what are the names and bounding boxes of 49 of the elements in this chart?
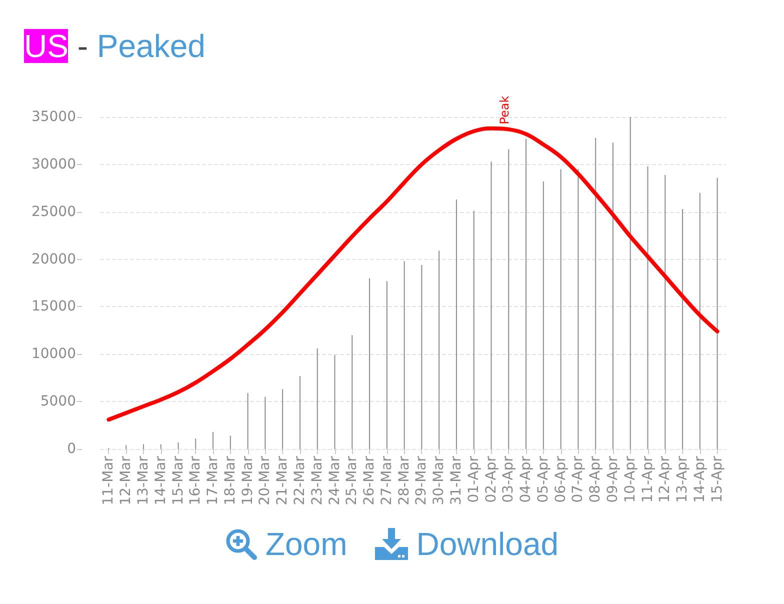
x-tick-label: 08-Apr bbox=[588, 456, 604, 503]
chart-title: US - Peaked bbox=[24, 28, 206, 64]
x-tick-label: 20-Mar bbox=[257, 456, 274, 506]
y-tick-label: 25000 bbox=[31, 204, 76, 220]
x-tick-label: 16-Mar bbox=[188, 456, 204, 506]
x-tick-label: 13-Apr bbox=[674, 456, 691, 503]
x-tick-label: 06-Apr bbox=[552, 456, 569, 503]
x-tick-label: 13-Mar bbox=[135, 456, 152, 506]
y-tick-label: 0 bbox=[67, 441, 76, 457]
y-tick-label: 5000 bbox=[40, 394, 76, 410]
line-series bbox=[106, 126, 720, 422]
x-tick-label: 14-Apr bbox=[692, 456, 708, 503]
x-tick-label: 23-Mar bbox=[309, 456, 326, 506]
annotation: Peak bbox=[498, 96, 512, 124]
x-tick-label: 11-Mar bbox=[100, 456, 117, 506]
x-tick-label: 27-Mar bbox=[378, 456, 395, 506]
x-tick-label: 28-Mar bbox=[396, 456, 412, 506]
x-tick-label: 02-Apr bbox=[483, 456, 500, 503]
x-tick-label: 22-Mar bbox=[292, 456, 308, 506]
x-tick-label: 05-Apr bbox=[535, 456, 552, 503]
x-tick-label: 04-Apr bbox=[518, 456, 534, 503]
y-tick-label: 20000 bbox=[31, 251, 76, 268]
y-tick-label: 30000 bbox=[31, 156, 76, 172]
x-tick-label: 09-Apr bbox=[604, 456, 621, 503]
x-tick-label: 26-Mar bbox=[362, 456, 378, 506]
x-tick-label: 10-Apr bbox=[622, 456, 638, 503]
x-tick-label: 30-Mar bbox=[431, 456, 448, 506]
x-tick-label: 03-Apr bbox=[500, 456, 517, 503]
x-tick-label: 07-Apr bbox=[570, 456, 586, 503]
x-tick-label: 25-Mar bbox=[344, 456, 360, 506]
text: Zoom bbox=[265, 526, 348, 562]
x-tick-label: 11-Apr bbox=[640, 456, 656, 503]
y-tick-label: 35000 bbox=[31, 109, 76, 125]
text: Download bbox=[416, 526, 559, 562]
y-tick-label: 15000 bbox=[31, 298, 76, 315]
x-tick-label: 31-Mar bbox=[448, 456, 464, 506]
x-tick-label: 15-Apr bbox=[709, 456, 726, 503]
x-tick-label: 18-Mar bbox=[222, 456, 238, 506]
x-tick-label: 15-Mar bbox=[170, 456, 186, 506]
x-tick-label: 01-Apr bbox=[466, 456, 482, 503]
x-tick-label: 19-Mar bbox=[240, 456, 256, 506]
x-tick-label: 29-Mar bbox=[414, 456, 430, 506]
x-tick-label: 12-Mar bbox=[118, 456, 134, 506]
x-tick-label: 17-Mar bbox=[205, 456, 222, 506]
x-tick-label: 24-Mar bbox=[326, 456, 343, 506]
x-tick-label: 14-Mar bbox=[152, 456, 169, 506]
x-tick-label: 12-Apr bbox=[657, 456, 674, 503]
y-tick-label: 10000 bbox=[31, 346, 76, 362]
x-tick-label: 21-Mar bbox=[274, 456, 291, 506]
